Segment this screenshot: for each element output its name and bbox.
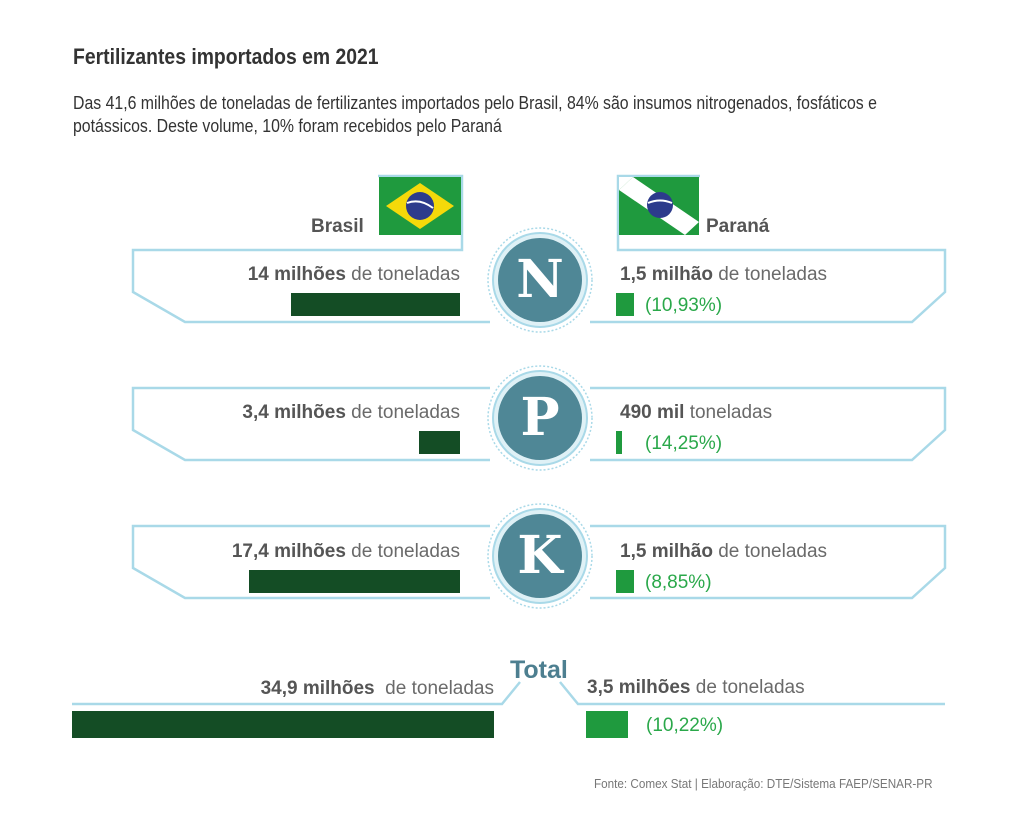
bar-brasil-P xyxy=(418,431,460,454)
parana-pct: (8,85%) xyxy=(645,572,712,593)
total-brasil-label: 34,9 milhões de toneladas xyxy=(261,678,494,700)
value: 14 milhões xyxy=(247,264,346,285)
page-title: Fertilizantes importados em 2021 xyxy=(73,44,379,69)
value: 17,4 milhões xyxy=(231,541,346,562)
parana-amount-label: 1,5 milhão de toneladas xyxy=(620,264,827,286)
bar-brasil-total xyxy=(71,711,494,738)
brasil-flag-icon xyxy=(379,177,461,235)
unit: de toneladas xyxy=(712,264,828,285)
nutrient-letter: P xyxy=(520,387,560,448)
value: 1,5 milhão xyxy=(620,541,713,562)
unit: de toneladas xyxy=(712,541,828,562)
subtitle: Das 41,6 milhões de toneladas de fertili… xyxy=(73,93,877,136)
nutrient-letter: N xyxy=(516,249,564,310)
bar-parana-total xyxy=(586,711,629,738)
bar-brasil-N xyxy=(290,293,460,316)
nutrient-letter: K xyxy=(517,525,563,586)
unit: de toneladas xyxy=(345,264,460,285)
bar-parana-N xyxy=(616,293,635,316)
brasil-amount-label: 3,4 milhões de toneladas xyxy=(242,402,460,424)
unit: de toneladas xyxy=(345,541,460,562)
parana-flag-icon xyxy=(619,177,699,235)
parana-amount-label: 1,5 milhão de toneladas xyxy=(620,541,827,563)
value: 3,5 milhões xyxy=(587,677,691,698)
value: 490 mil xyxy=(620,402,685,423)
value: 34,9 milhões xyxy=(260,678,375,699)
value: 1,5 milhão xyxy=(620,264,713,285)
brasil-amount-label: 17,4 milhões de toneladas xyxy=(232,541,460,563)
total-label: Total xyxy=(510,656,568,684)
source-note: Fonte: Comex Stat | Elaboração: DTE/Sist… xyxy=(594,776,933,791)
unit: de toneladas xyxy=(690,677,805,698)
bar-parana-P xyxy=(616,431,622,454)
circles xyxy=(487,227,593,609)
total-parana-pct: (10,22%) xyxy=(646,715,724,736)
parana-amount-label: 490 mil toneladas xyxy=(620,402,772,424)
brasil-header: Brasil xyxy=(311,216,364,237)
total-parana-label: 3,5 milhões de toneladas xyxy=(587,677,805,699)
value: 3,4 milhões xyxy=(242,402,346,423)
bar-parana-K xyxy=(616,570,635,593)
parana-pct: (14,25%) xyxy=(645,433,723,454)
unit: de toneladas xyxy=(374,678,494,699)
parana-pct: (10,93%) xyxy=(645,295,723,316)
unit: de toneladas xyxy=(345,402,460,423)
bar-brasil-K xyxy=(249,570,460,593)
parana-header: Paraná xyxy=(706,216,770,237)
unit: toneladas xyxy=(684,402,773,423)
brasil-amount-label: 14 milhões de toneladas xyxy=(248,264,460,286)
